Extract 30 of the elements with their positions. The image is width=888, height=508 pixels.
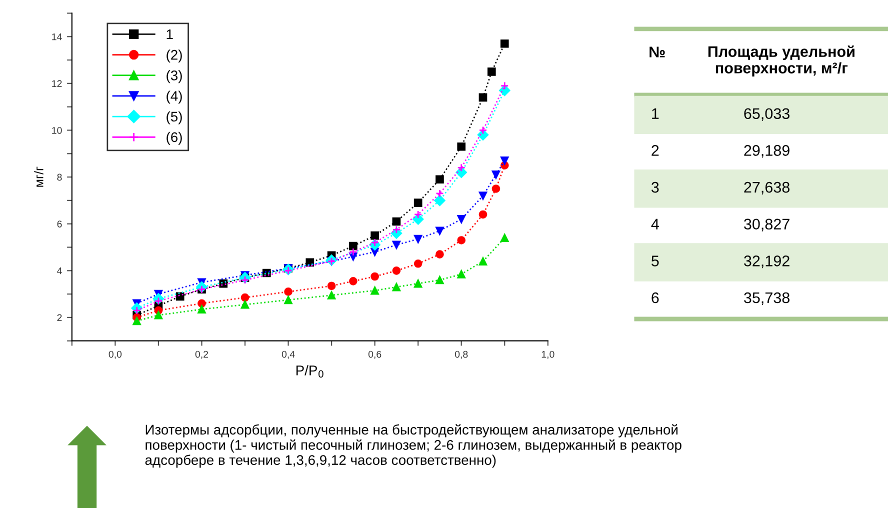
x-tick-label: 0,8 <box>454 350 468 359</box>
text: 2 29,189 <box>652 145 790 158</box>
y-tick-label: 8 <box>57 174 62 181</box>
text: 3 27,638 <box>651 182 790 194</box>
legend-label: (2) <box>166 50 182 63</box>
y-tick-label: 4 <box>57 267 62 274</box>
y-tick-label: 2 <box>57 314 62 321</box>
x-tick-label: 1,0 <box>542 350 554 359</box>
x-tick-label: 0,2 <box>195 350 208 359</box>
y-tick-label: 10 <box>52 126 62 134</box>
text: Изотермы адсорбции, полученные на быстродействующем анализаторе удельной поверхности (1- чистый песочный глинозем; 2-6 глинозем, выдержанный в реактор адсорбере в течение 1,3,6,9,12 часов соответственно) <box>145 424 682 468</box>
x-tick-label: 0,4 <box>282 350 295 359</box>
legend-label: (3) <box>166 70 182 84</box>
legend-label: 1 <box>166 29 173 40</box>
text: 4 30,827 <box>651 218 790 232</box>
text: 6 35,738 <box>652 292 790 305</box>
y-tick-label: 12 <box>52 80 62 87</box>
legend-label: (6) <box>166 132 182 145</box>
y-tick-label: 6 <box>57 220 62 228</box>
y-tick-label: 14 <box>52 33 62 40</box>
text: 5 32,192 <box>652 256 790 268</box>
text: № <box>650 46 665 58</box>
text: 1 65,033 <box>652 108 790 121</box>
legend-label: (5) <box>166 111 182 124</box>
x-axis-title: P/P$_{0}$ <box>296 365 324 378</box>
x-tick-label: 0,6 <box>368 350 382 359</box>
legend-label: (4) <box>166 90 182 104</box>
y-axis-title: мг/г <box>34 166 44 187</box>
text: Площадь удельной поверхности, м²/г <box>708 45 854 76</box>
x-tick-label: 0,0 <box>108 350 122 359</box>
